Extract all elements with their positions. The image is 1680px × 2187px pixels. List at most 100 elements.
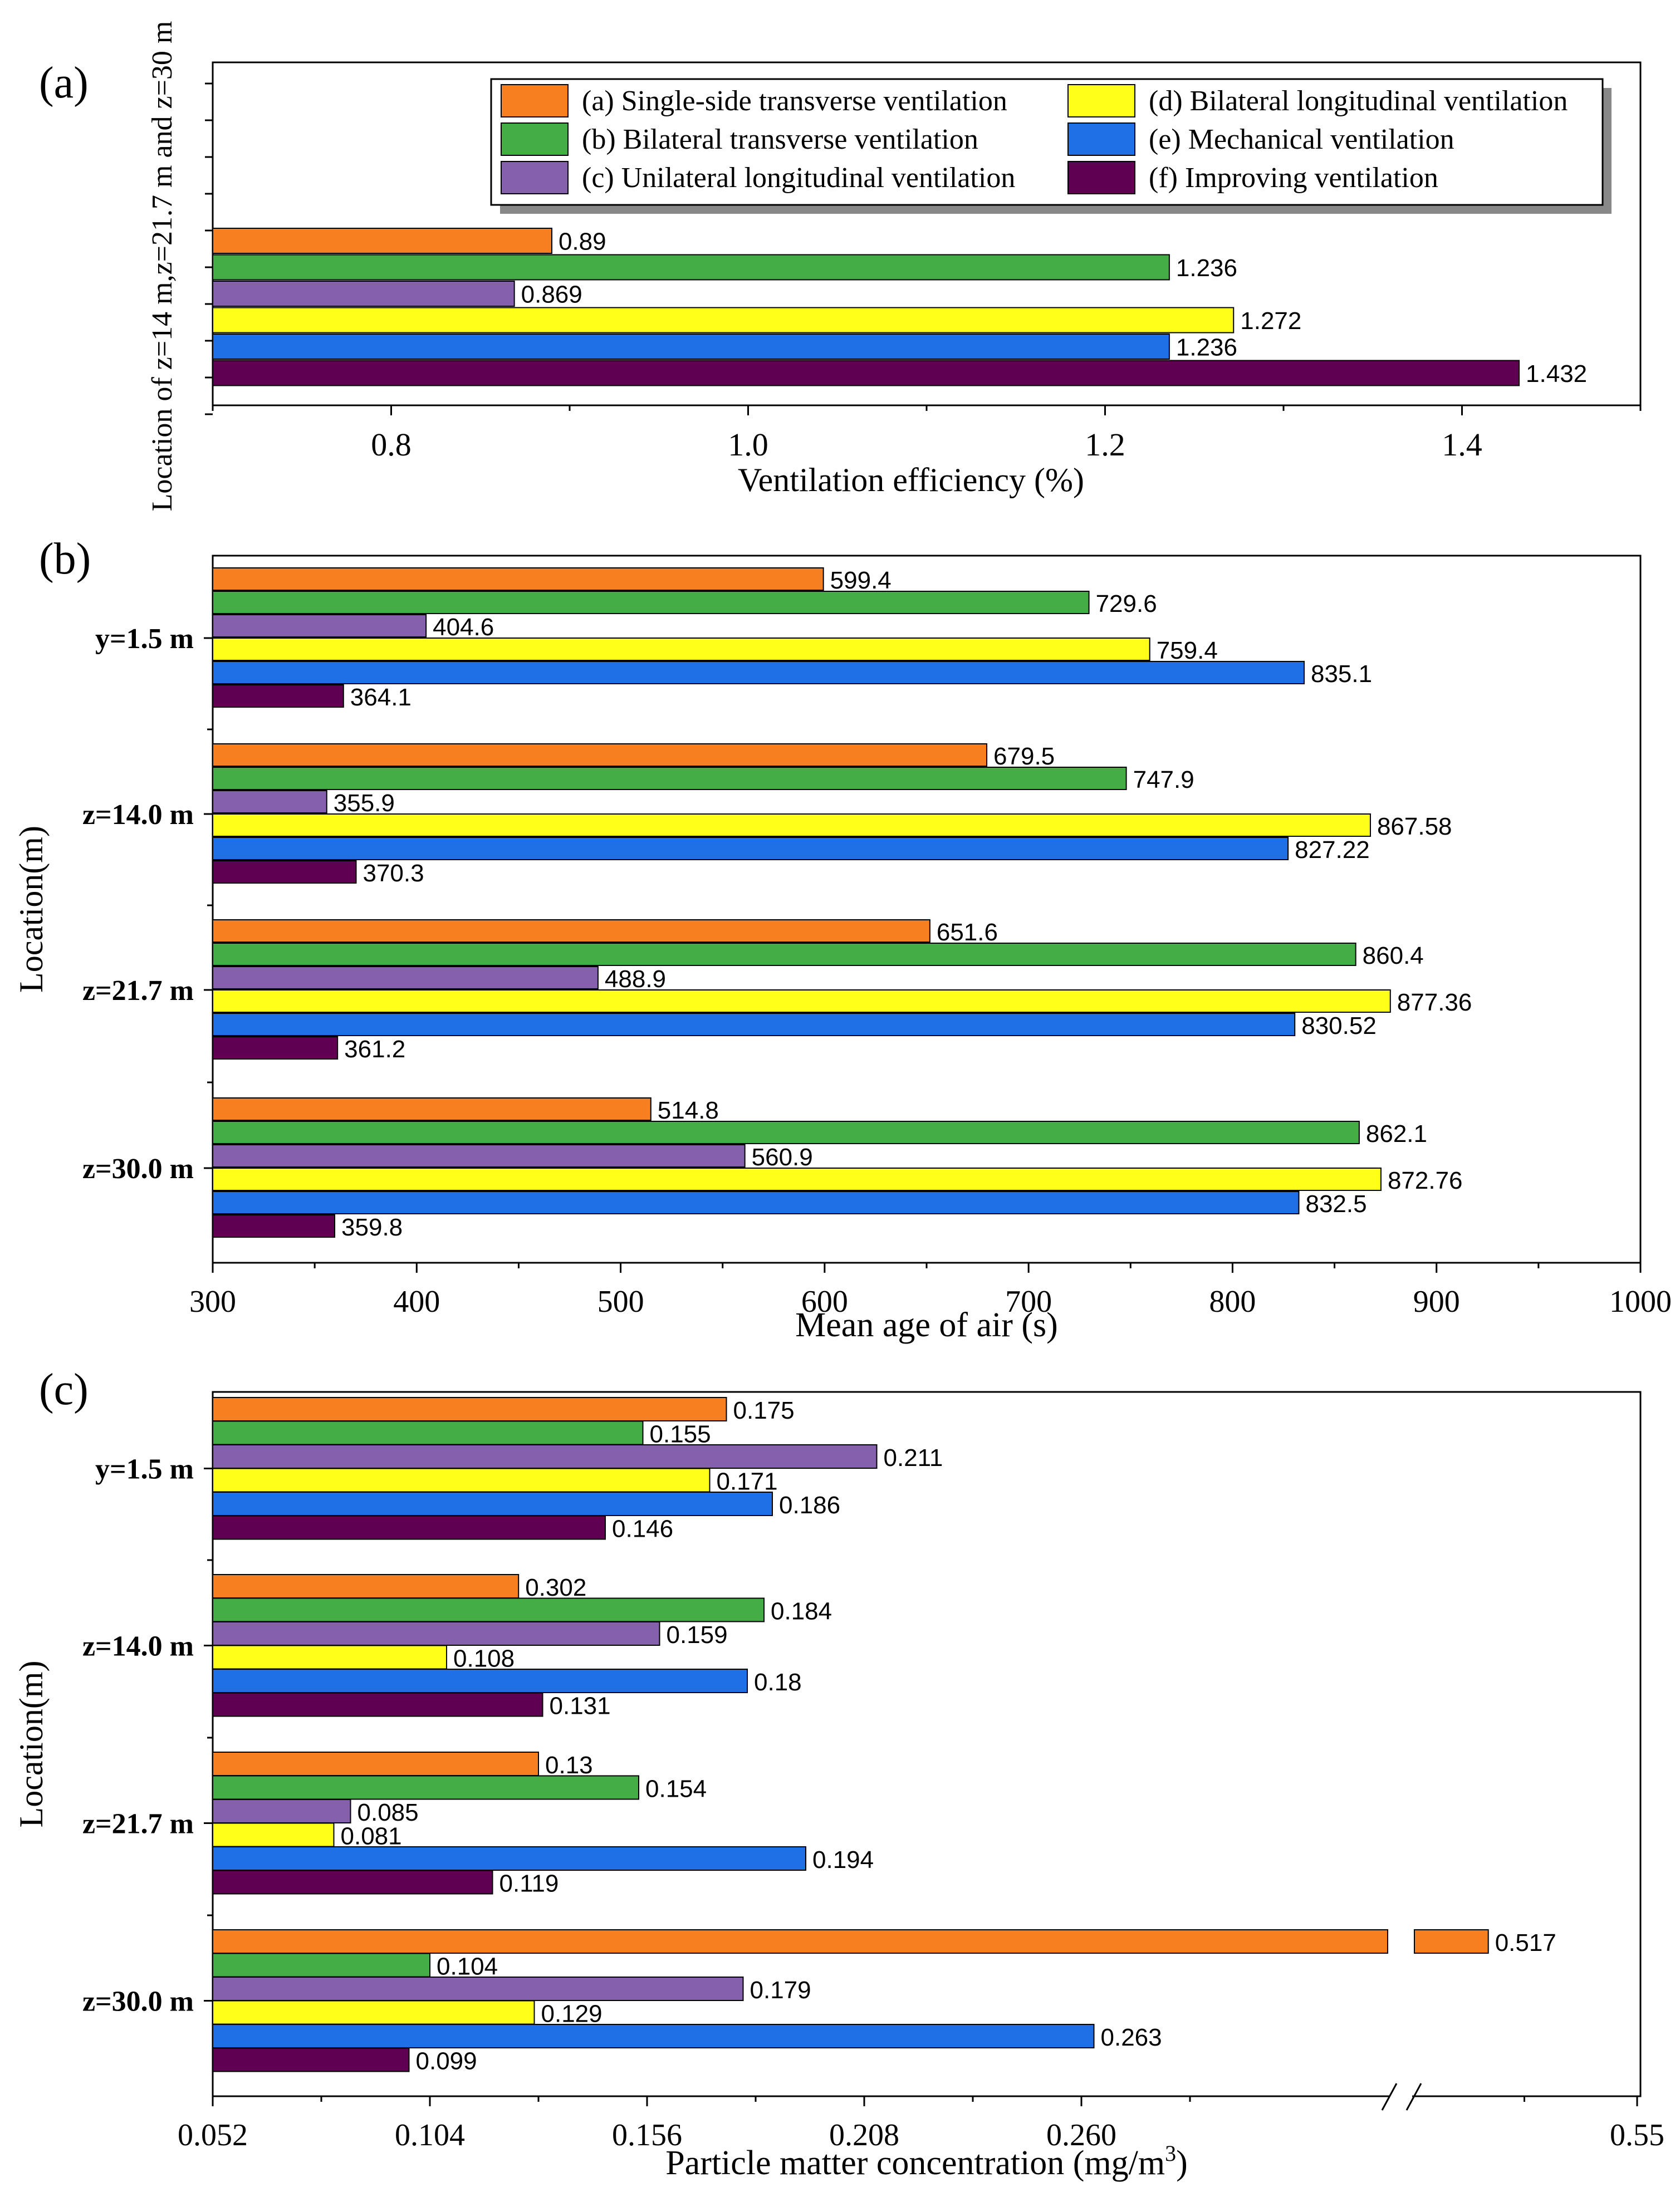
x-tick-label: 0.052 <box>178 2118 248 2152</box>
bar <box>212 1621 660 1646</box>
bar <box>212 1036 339 1060</box>
x-axis-title: Mean age of air (s) <box>795 1306 1058 1344</box>
bar <box>212 2047 410 2072</box>
data-label: 359.8 <box>341 1214 403 1241</box>
data-label: 0.869 <box>521 281 582 308</box>
x-tick-label: 0.8 <box>371 426 412 463</box>
data-label: 0.119 <box>499 1870 559 1897</box>
data-label: 560.9 <box>752 1144 813 1171</box>
x-tick-label: 0.156 <box>612 2118 682 2152</box>
x-tick-label: 0.104 <box>395 2118 465 2152</box>
data-label: 860.4 <box>1363 942 1424 969</box>
legend-swatch <box>1067 161 1135 194</box>
bar <box>212 837 1289 860</box>
bar <box>212 254 1170 281</box>
y-tick-label: y=1.5 m <box>95 1454 194 1485</box>
axis-break <box>1381 2083 1422 2111</box>
data-label: 0.154 <box>645 1776 707 1803</box>
data-label: 759.4 <box>1157 637 1218 664</box>
data-label: 827.22 <box>1295 836 1370 864</box>
data-label: 0.085 <box>357 1799 419 1826</box>
x-tick-label: 700 <box>1005 1284 1052 1319</box>
bar <box>212 1144 746 1168</box>
legend-label: (d) Bilateral longitudinal ventilation <box>1149 85 1568 117</box>
bar <box>212 1515 606 1540</box>
panel-label: (b) <box>39 535 91 583</box>
bar <box>212 1846 806 1871</box>
y-tick-label: z=21.7 m <box>82 975 194 1007</box>
data-label: 0.517 <box>1495 1929 1556 1956</box>
data-label: 0.108 <box>453 1645 515 1673</box>
bar <box>212 966 599 989</box>
bar <box>212 567 824 591</box>
bar <box>212 1669 748 1693</box>
legend-label: (b) Bilateral transverse ventilation <box>582 124 978 155</box>
x-axis-title-end: ) <box>1176 2144 1188 2182</box>
data-label: 488.9 <box>605 965 666 993</box>
data-label: 599.4 <box>830 567 892 594</box>
bar <box>212 1574 520 1598</box>
data-label: 0.155 <box>650 1421 711 1448</box>
data-label: 0.18 <box>754 1669 802 1696</box>
legend-label: (a) Single-side transverse ventilation <box>582 85 1007 117</box>
data-label: 0.211 <box>884 1444 943 1472</box>
legend-swatch <box>501 161 569 194</box>
data-label: 364.1 <box>350 684 412 711</box>
bar <box>212 1444 878 1469</box>
data-label: 0.081 <box>341 1823 402 1850</box>
data-label: 0.89 <box>559 228 606 256</box>
plot-frame <box>212 1391 1642 2097</box>
data-label: 1.272 <box>1240 307 1301 335</box>
data-label: 361.2 <box>344 1036 405 1063</box>
bar <box>212 614 427 638</box>
bar <box>212 989 1391 1013</box>
bar <box>1414 1929 1489 1954</box>
y-tick-label: z=14.0 m <box>82 799 194 831</box>
y-tick-label: y=1.5 m <box>95 623 194 655</box>
legend-label: (f) Improving ventilation <box>1149 162 1438 194</box>
axis-break-slash <box>1405 2083 1422 2111</box>
x-tick-label: 800 <box>1209 1284 1256 1319</box>
legend-swatch <box>1067 84 1135 117</box>
bar <box>212 1752 539 1776</box>
x-tick-label: 300 <box>189 1284 236 1319</box>
legend-swatch <box>501 122 569 156</box>
x-tick-label: 1.0 <box>728 426 768 463</box>
bar <box>212 1397 727 1421</box>
data-label: 835.1 <box>1311 660 1372 688</box>
bar <box>212 307 1235 334</box>
bar <box>212 360 1520 386</box>
panel-label: (c) <box>39 1365 89 1414</box>
bar <box>212 591 1090 614</box>
x-tick-label: 1.2 <box>1085 426 1125 463</box>
legend: (a) Single-side transverse ventilation (b… <box>490 78 1612 214</box>
bar <box>212 860 357 884</box>
bar <box>212 1168 1382 1191</box>
x-axis-title-sup: 3 <box>1165 2141 1176 2166</box>
bar <box>212 1191 1300 1214</box>
data-label: 0.179 <box>750 1977 811 2004</box>
x-tick-label: 0.260 <box>1046 2118 1116 2152</box>
bar <box>212 1645 447 1670</box>
bar <box>212 2000 535 2025</box>
data-label: 832.5 <box>1305 1190 1366 1218</box>
data-label: 651.6 <box>937 919 998 946</box>
x-tick-label: 600 <box>801 1284 848 1319</box>
bar <box>212 2024 1095 2048</box>
legend-label: (e) Mechanical ventilation <box>1149 124 1454 155</box>
bar <box>212 1097 652 1121</box>
x-tick-label: 500 <box>597 1284 644 1319</box>
x-tick-label: 1.4 <box>1442 426 1482 463</box>
bar <box>212 1214 336 1238</box>
data-label: 747.9 <box>1133 766 1194 793</box>
bar <box>212 661 1305 684</box>
bar <box>212 790 327 813</box>
bar <box>212 1775 639 1800</box>
bar <box>212 638 1150 661</box>
bar <box>212 919 930 943</box>
bar <box>212 1953 430 1978</box>
legend-label: (c) Unilateral longitudinal ventilation <box>582 162 1015 194</box>
data-label: 370.3 <box>363 860 424 887</box>
y-axis-title: Location(m) <box>13 1661 50 1828</box>
axis-break-slash <box>1381 2083 1398 2111</box>
